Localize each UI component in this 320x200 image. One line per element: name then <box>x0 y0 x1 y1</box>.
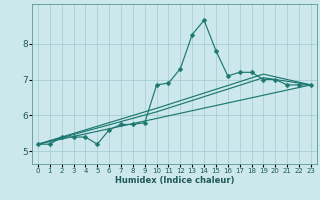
X-axis label: Humidex (Indice chaleur): Humidex (Indice chaleur) <box>115 176 234 185</box>
